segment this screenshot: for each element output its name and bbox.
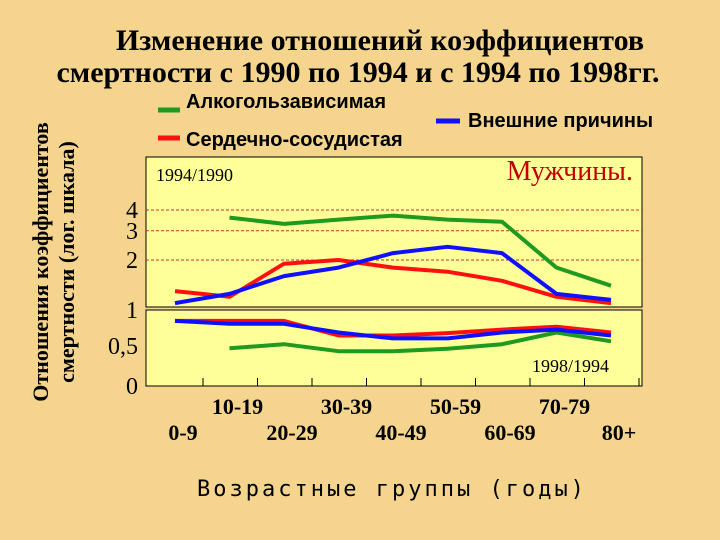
x-tick-label: 0-9 [168, 420, 197, 445]
y-axis-label-line-2: смертности (лог. шкала) [54, 141, 79, 383]
x-axis-label: Возрастные группы (годы) [197, 477, 587, 502]
series-line-external-1 [174, 318, 612, 341]
x-tick-label: 30-39 [321, 394, 372, 419]
y-tick-label: 0 [126, 374, 138, 400]
chart-title-line-2: смертности с 1990 по 1994 и с 1994 по 19… [56, 56, 659, 89]
plot-area-top [145, 156, 643, 308]
x-tick-label: 50-59 [430, 394, 481, 419]
x-tick-label: 20-29 [266, 420, 317, 445]
y-tick-label: 1 [126, 298, 138, 324]
y-tick-label: 3 [126, 219, 138, 245]
legend: Алкогользависимая Сердечно-сосудистая Вн… [158, 91, 653, 151]
x-tick-label: 70-79 [539, 394, 590, 419]
x-tick-label: 10-19 [212, 394, 263, 419]
series-line-external-0 [174, 244, 612, 306]
series-line-alcohol-0 [229, 213, 612, 288]
series-line-cardio-0 [174, 258, 612, 306]
series-line-cardio-1 [175, 318, 612, 338]
series-line-alcohol-1 [229, 330, 612, 354]
y-tick-label: 2 [126, 248, 138, 274]
y-tick-label: 4 [126, 198, 138, 224]
panel-label-1994-1990: 1994/1990 [156, 165, 233, 185]
y-tick-label: 0,5 [108, 334, 138, 360]
legend-label-external: Внешние причины [468, 110, 653, 132]
x-tick-label: 40-49 [375, 420, 426, 445]
x-tick-label: 80+ [602, 420, 637, 445]
chart-annotation-men: Мужчины. [507, 156, 633, 187]
legend-label-alcohol: Алкогользависимая [186, 91, 386, 113]
panel-label-1998-1994: 1998/1994 [532, 356, 609, 376]
chart-title-line-1: Изменение отношений коэффициентов [116, 24, 644, 57]
legend-label-cardio: Сердечно-сосудистая [186, 129, 403, 151]
y-axis-label-line-1: Отношения коэффициентов [28, 122, 53, 402]
x-tick-label: 60-69 [484, 420, 535, 445]
